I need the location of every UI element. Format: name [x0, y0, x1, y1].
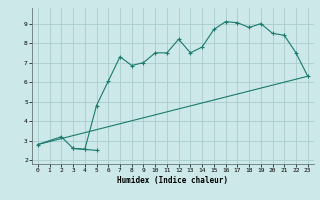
- X-axis label: Humidex (Indice chaleur): Humidex (Indice chaleur): [117, 176, 228, 185]
